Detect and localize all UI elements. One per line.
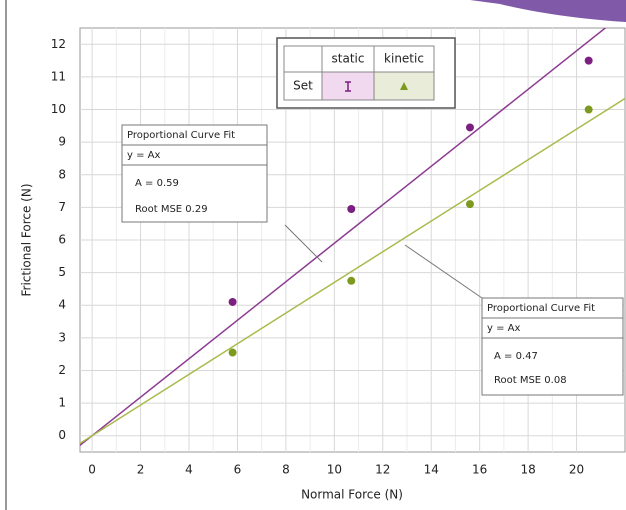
- fit-equation: y = Ax: [487, 323, 520, 334]
- x-axis-label: Normal Force (N): [301, 488, 403, 502]
- legend-label: static: [332, 52, 365, 66]
- point: [347, 276, 356, 285]
- point: [465, 200, 474, 209]
- y-tick-label: 11: [51, 69, 66, 83]
- y-tick-label: 0: [58, 428, 66, 442]
- x-tick-label: 20: [569, 463, 584, 477]
- y-tick-label: 2: [58, 363, 66, 377]
- x-tick-label: 8: [282, 463, 290, 477]
- x-tick-label: 18: [520, 463, 535, 477]
- leader-line: [404, 244, 483, 299]
- fit-box: Proportional Curve Fit y = Ax A = 0.47 R…: [481, 297, 624, 396]
- y-tick-label: 1: [58, 396, 66, 410]
- x-tick-label: 4: [185, 463, 193, 477]
- legend-cell: [321, 45, 375, 73]
- legend-symbol: [400, 82, 408, 90]
- y-tick-label: 10: [51, 102, 66, 116]
- point: [228, 297, 237, 306]
- fit-rmse: Root MSE 0.08: [494, 375, 567, 386]
- point: [584, 56, 593, 65]
- fit-equation: y = Ax: [127, 150, 160, 161]
- x-tick-label: 12: [375, 463, 390, 477]
- x-tick-label: 14: [424, 463, 439, 477]
- point: [584, 105, 593, 114]
- legend-symbol: [345, 81, 351, 92]
- x-tick-label: 10: [327, 463, 342, 477]
- y-tick-label: 8: [58, 167, 66, 181]
- x-tick-label: 0: [88, 463, 96, 477]
- fit-line: [80, 28, 607, 446]
- point: [347, 205, 356, 214]
- legend-cell: [283, 45, 323, 73]
- fit-line: [80, 97, 626, 444]
- legend-cell: [373, 45, 435, 73]
- fit-box-frame: [481, 297, 624, 396]
- y-tick-label: 7: [58, 200, 66, 214]
- fit-title: Proportional Curve Fit: [487, 303, 595, 314]
- y-tick-label: 3: [58, 330, 66, 344]
- fit-a: A = 0.59: [135, 178, 179, 189]
- point: [465, 123, 474, 132]
- fit-title: Proportional Curve Fit: [127, 130, 235, 141]
- fit-box: Proportional Curve Fit y = Ax A = 0.59 R…: [121, 124, 268, 223]
- legend-label: kinetic: [384, 52, 424, 66]
- x-tick-label: 6: [234, 463, 242, 477]
- y-tick-label: 4: [58, 298, 66, 312]
- x-tick-label: 16: [472, 463, 487, 477]
- y-tick-label: 6: [58, 233, 66, 247]
- y-axis-label: Frictional Force (N): [20, 183, 34, 296]
- y-tick-label: 9: [58, 135, 66, 149]
- y-tick-label: 5: [58, 265, 66, 279]
- leader-line: [284, 224, 323, 263]
- y-tick-label: 12: [51, 37, 66, 51]
- fit-a: A = 0.47: [494, 351, 538, 362]
- fit-rmse: Root MSE 0.29: [135, 204, 208, 215]
- legend: static kinetic Set: [276, 37, 456, 109]
- fit-box-frame: [121, 124, 268, 223]
- point: [228, 348, 237, 357]
- decor-ribbon: [470, 0, 626, 22]
- legend-row-label: Set: [293, 79, 313, 93]
- x-tick-label: 2: [137, 463, 145, 477]
